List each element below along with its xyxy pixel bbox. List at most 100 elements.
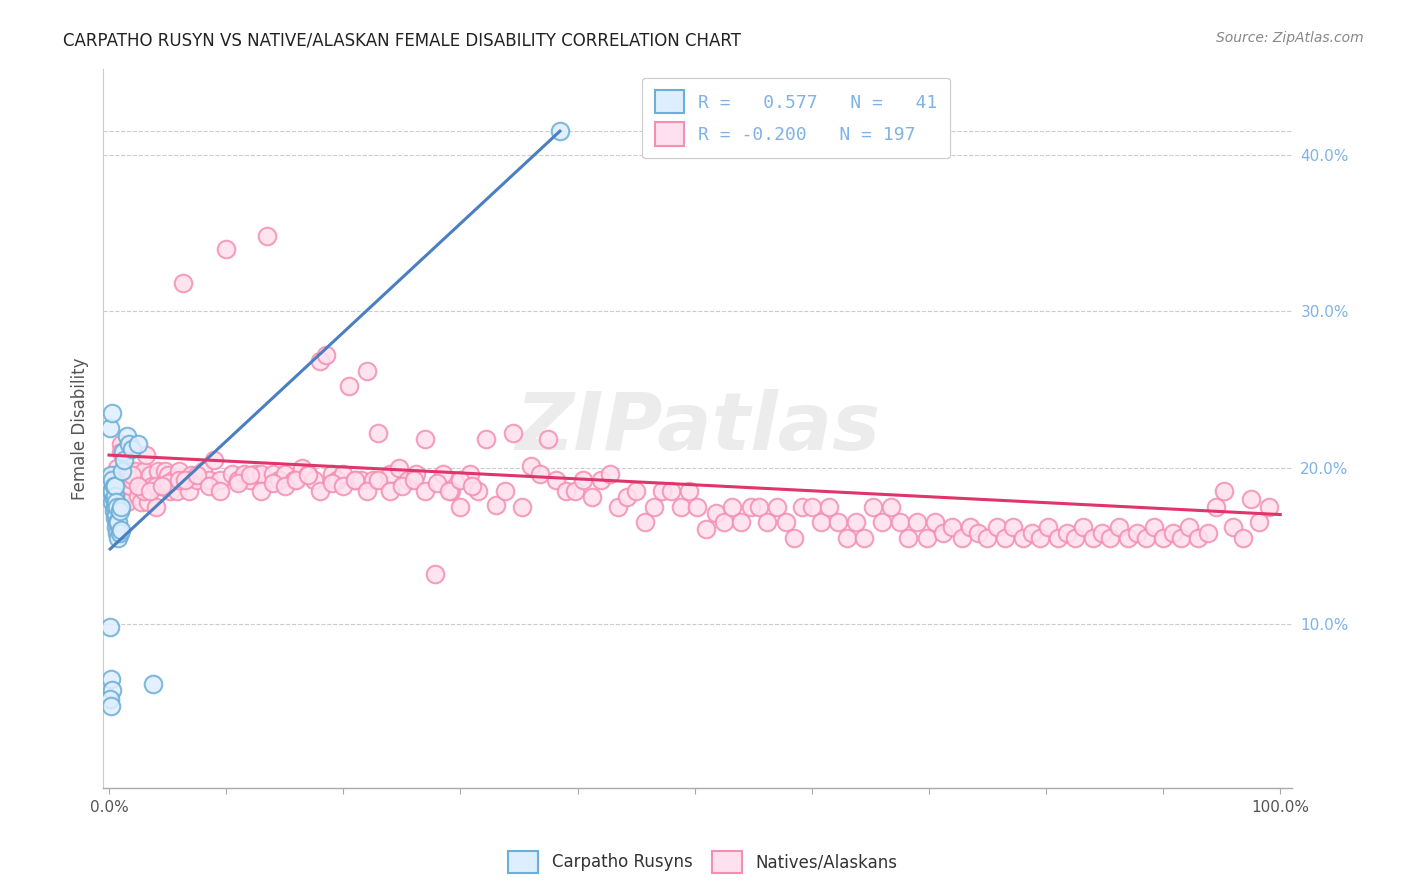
Point xyxy=(967,526,990,541)
Point xyxy=(607,500,630,514)
Point xyxy=(1178,520,1201,534)
Point xyxy=(162,473,184,487)
Point xyxy=(238,468,260,483)
Point xyxy=(197,479,219,493)
Point xyxy=(870,516,893,530)
Point xyxy=(695,522,717,536)
Point xyxy=(108,526,131,541)
Point xyxy=(1170,531,1192,545)
Point xyxy=(105,460,128,475)
Point xyxy=(449,500,471,514)
Point xyxy=(581,491,603,505)
Point xyxy=(108,504,131,518)
Point xyxy=(659,484,682,499)
Point xyxy=(101,473,124,487)
Point xyxy=(730,516,752,530)
Point xyxy=(112,484,135,499)
Point xyxy=(502,426,524,441)
Point xyxy=(792,500,814,514)
Point xyxy=(105,495,128,509)
Point xyxy=(100,698,122,713)
Point xyxy=(740,500,762,514)
Point xyxy=(367,426,389,441)
Point xyxy=(167,464,190,478)
Y-axis label: Female Disability: Female Disability xyxy=(72,357,89,500)
Point xyxy=(326,473,349,487)
Point xyxy=(101,495,124,509)
Point xyxy=(976,531,998,545)
Point xyxy=(118,437,141,451)
Point xyxy=(250,467,273,481)
Point xyxy=(519,458,541,473)
Point xyxy=(1116,531,1139,545)
Point xyxy=(302,473,325,487)
Point xyxy=(111,464,134,478)
Point xyxy=(337,379,360,393)
Point xyxy=(1073,520,1095,534)
Point xyxy=(835,531,858,545)
Point xyxy=(202,452,225,467)
Point xyxy=(177,484,200,499)
Point xyxy=(897,531,920,545)
Point xyxy=(332,467,354,481)
Point xyxy=(186,468,208,483)
Point xyxy=(148,464,170,478)
Point xyxy=(959,520,981,534)
Point xyxy=(437,484,460,499)
Text: CARPATHO RUSYN VS NATIVE/ALASKAN FEMALE DISABILITY CORRELATION CHART: CARPATHO RUSYN VS NATIVE/ALASKAN FEMALE … xyxy=(63,31,741,49)
Point xyxy=(120,479,142,493)
Point xyxy=(105,500,128,514)
Point xyxy=(475,433,498,447)
Point xyxy=(721,500,744,514)
Point xyxy=(139,468,162,483)
Point xyxy=(413,433,436,447)
Point xyxy=(134,484,156,499)
Point xyxy=(115,429,138,443)
Point xyxy=(321,476,343,491)
Point xyxy=(624,484,647,499)
Point xyxy=(853,531,876,545)
Point xyxy=(1029,531,1052,545)
Point xyxy=(105,520,128,534)
Point xyxy=(110,445,132,459)
Point xyxy=(112,452,135,467)
Point xyxy=(110,500,132,514)
Point xyxy=(103,504,125,518)
Point xyxy=(110,523,132,537)
Point xyxy=(118,464,141,478)
Point xyxy=(103,479,125,493)
Point xyxy=(1099,531,1122,545)
Point xyxy=(104,479,127,493)
Point xyxy=(1021,526,1043,541)
Point xyxy=(1232,531,1254,545)
Point xyxy=(440,484,463,499)
Point xyxy=(104,468,127,483)
Point xyxy=(142,676,165,690)
Point xyxy=(297,467,319,481)
Point xyxy=(1222,520,1244,534)
Point xyxy=(245,467,267,481)
Point xyxy=(678,484,700,499)
Point xyxy=(291,460,314,475)
Point xyxy=(1152,531,1174,545)
Point xyxy=(221,467,243,481)
Point xyxy=(827,516,849,530)
Point xyxy=(378,467,401,481)
Point xyxy=(121,473,143,487)
Point xyxy=(484,498,506,512)
Point xyxy=(136,495,159,509)
Point xyxy=(150,479,173,493)
Point xyxy=(101,484,124,499)
Point xyxy=(748,500,770,514)
Text: Source: ZipAtlas.com: Source: ZipAtlas.com xyxy=(1216,31,1364,45)
Point xyxy=(174,473,197,487)
Point xyxy=(1240,491,1263,506)
Point xyxy=(107,531,129,545)
Point xyxy=(129,495,152,509)
Point xyxy=(449,473,471,487)
Point xyxy=(101,682,124,697)
Point xyxy=(1135,531,1157,545)
Point xyxy=(104,500,127,514)
Point xyxy=(616,491,638,505)
Point xyxy=(1249,516,1271,530)
